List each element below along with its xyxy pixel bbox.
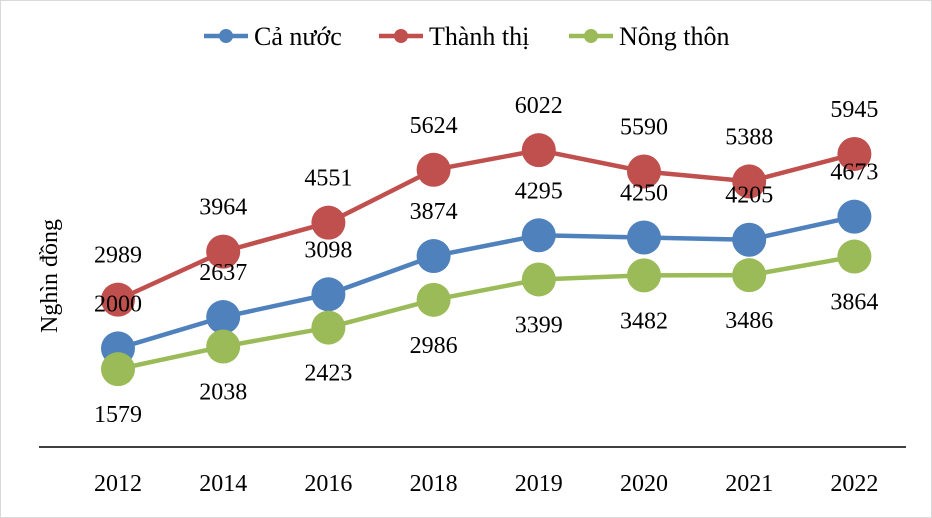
data-point-marker: [837, 136, 872, 171]
data-point-marker: [206, 234, 241, 269]
data-label: 3864: [830, 290, 878, 316]
data-label: 2423: [304, 361, 352, 387]
data-point-marker: [732, 222, 767, 257]
legend-item: Cả nước: [204, 22, 342, 51]
data-point-marker: [837, 199, 872, 234]
x-tick-label: 2014: [199, 471, 247, 497]
data-label: 5945: [830, 97, 878, 123]
data-label: 3482: [620, 308, 668, 334]
legend-item: Thành thị: [379, 22, 529, 51]
data-point-marker: [521, 262, 556, 297]
x-tick-label: 2019: [515, 471, 563, 497]
data-point-marker: [311, 205, 346, 240]
data-labels: 2000 2637 3098 3874 4295 4250 4205 4673 2989 3964…: [94, 93, 878, 428]
data-label: 2989: [94, 243, 142, 269]
data-point-marker: [101, 352, 135, 387]
data-label: 5590: [620, 114, 668, 140]
data-label: 4551: [304, 166, 352, 192]
data-label: 4295: [515, 178, 563, 204]
data-label: 3098: [304, 237, 352, 263]
series-line: [117, 214, 855, 351]
data-label: 2986: [410, 333, 458, 359]
series-line: [117, 254, 855, 372]
legend-marker-icon: [394, 29, 408, 43]
data-point-marker: [416, 282, 451, 317]
x-tick-label: 2021: [725, 471, 773, 497]
data-point-marker: [627, 220, 661, 255]
data-point-marker: [416, 239, 451, 274]
data-label: 4673: [830, 160, 878, 186]
legend-label: Thành thị: [429, 22, 529, 51]
data-label: 3874: [410, 199, 458, 225]
data-point-marker: [311, 277, 346, 312]
data-point-marker: [521, 133, 556, 168]
x-tick-label: 2018: [410, 471, 458, 497]
series-line: [117, 147, 855, 302]
data-label: 4205: [725, 183, 773, 209]
data-point-marker: [521, 218, 556, 253]
data-label: 6022: [515, 93, 563, 119]
data-label: 5388: [725, 124, 773, 150]
data-point-marker: [206, 300, 241, 335]
y-axis-label: Nghìn đồng: [37, 219, 63, 333]
data-point-marker: [311, 310, 346, 345]
data-label: 2637: [199, 260, 247, 286]
legend-label: Nông thôn: [619, 22, 730, 51]
data-point-marker: [732, 258, 767, 293]
series-lines: [117, 147, 855, 372]
data-point-marker: [101, 282, 135, 317]
legend-item: Nông thôn: [569, 22, 730, 51]
data-point-marker: [627, 154, 661, 189]
data-label: 2038: [199, 380, 247, 406]
data-point-marker: [837, 239, 872, 274]
x-tick-label: 2012: [94, 471, 142, 497]
x-tick-label: 2016: [304, 471, 352, 497]
data-label: 2000: [94, 291, 142, 317]
x-tick-labels: 2012 2014 2016 2018 2019 2020 2021 2022: [94, 471, 878, 497]
data-label: 5624: [410, 113, 458, 139]
data-label: 3964: [199, 195, 247, 221]
data-label: 4250: [620, 181, 668, 207]
data-point-marker: [627, 258, 661, 293]
data-point-marker: [416, 152, 451, 187]
data-label: 3399: [515, 312, 563, 338]
legend-marker-icon: [219, 29, 233, 43]
data-label: 1579: [94, 402, 142, 428]
x-tick-label: 2020: [620, 471, 668, 497]
series-markers: [101, 133, 872, 387]
x-tick-label: 2022: [830, 471, 878, 497]
legend-marker-icon: [584, 29, 598, 43]
data-label: 3486: [725, 308, 773, 334]
data-point-marker: [206, 329, 241, 364]
legend: Cả nước Thành thị Nông thôn: [204, 22, 730, 51]
legend-label: Cả nước: [254, 22, 342, 51]
data-point-marker: [732, 164, 767, 199]
